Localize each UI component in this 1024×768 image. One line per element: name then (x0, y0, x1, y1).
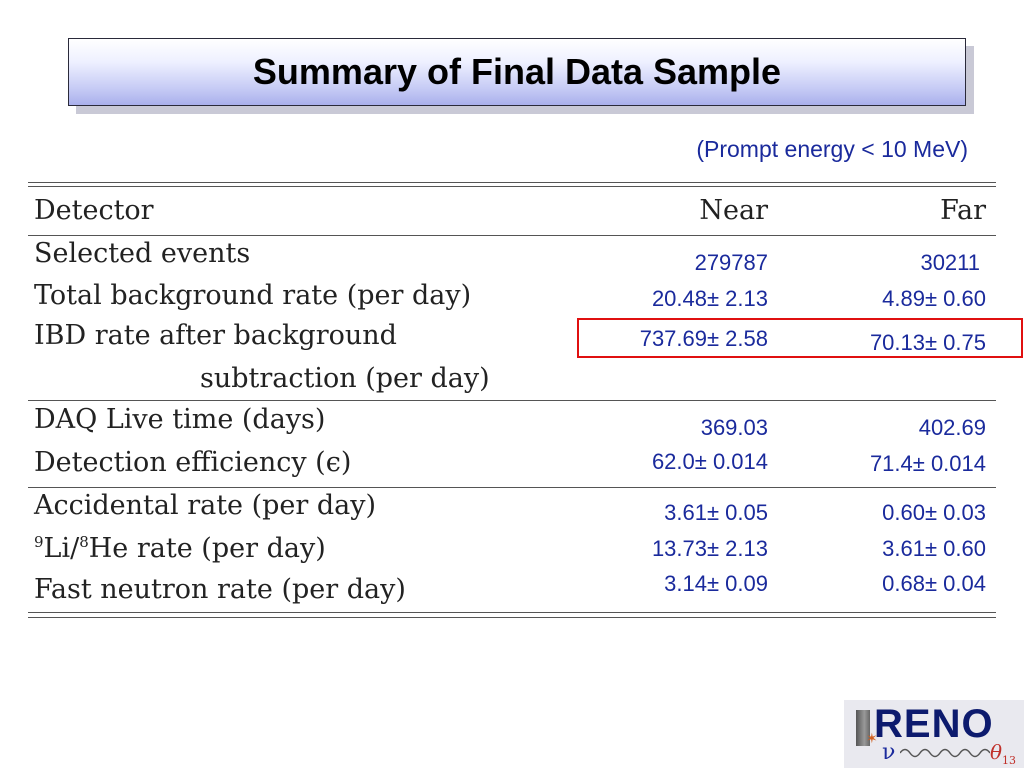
ibd-rate-highlight-box (577, 318, 1023, 358)
far-total-background: 4.89± 0.60 (882, 286, 986, 311)
near-accidental-rate: 3.61± 0.05 (664, 500, 768, 525)
far-detection-efficiency: 71.4± 0.014 (869, 451, 986, 476)
far-selected-events: 30211 (920, 250, 980, 275)
logo-pillar-icon (856, 710, 870, 746)
title-banner: Summary of Final Data Sample (68, 38, 966, 106)
table-bottom-rule-1 (28, 612, 996, 613)
slide-subtitle: (Prompt energy < 10 MeV) (696, 136, 968, 162)
table-group-rule-1 (28, 400, 996, 401)
table-group-rule-2 (28, 487, 996, 488)
slide-title: Summary of Final Data Sample (252, 51, 782, 92)
far-daq-live-time: 402.69 (918, 415, 986, 440)
near-li-he-rate: 13.73± 2.13 (651, 536, 768, 561)
oscillation-wave-icon (900, 748, 990, 758)
he-text: He rate (per day) (88, 533, 326, 564)
header-far: Far (940, 195, 986, 226)
far-li-he-rate: 3.61± 0.60 (882, 536, 986, 561)
row-label-ibd-rate: IBD rate after background (34, 320, 397, 351)
logo-theta-letter: θ (990, 740, 1003, 764)
row-label-li-he-rate: 9Li/8He rate (per day) (34, 533, 326, 564)
logo-theta-symbol: θ13 (990, 742, 1016, 766)
near-daq-live-time: 369.03 (700, 415, 768, 440)
near-fast-neutron-rate: 3.14± 0.09 (664, 571, 768, 596)
logo-star-icon: ✶ (866, 730, 878, 746)
he-mass-number: 8 (79, 533, 89, 551)
table-bottom-rule-2 (28, 617, 996, 618)
li-mass-number: 9 (34, 533, 44, 551)
row-label-daq-live-time: DAQ Live time (days) (34, 404, 326, 435)
table-top-rule-1 (28, 182, 996, 183)
reno-logo: ✶ RENO ν θ13 (844, 700, 1024, 768)
row-label-total-background: Total background rate (per day) (34, 280, 472, 311)
logo-nu-symbol: ν (882, 740, 896, 765)
logo-text: RENO (874, 702, 994, 746)
far-fast-neutron-rate: 0.68± 0.04 (882, 571, 986, 596)
logo-theta-subscript: 13 (1002, 754, 1017, 767)
near-ibd-rate: 737.69± 2.58 (639, 326, 768, 351)
near-total-background: 20.48± 2.13 (651, 286, 768, 311)
row-label-accidental-rate: Accidental rate (per day) (34, 490, 377, 521)
header-near: Near (699, 195, 768, 226)
table-header-rule (28, 235, 996, 236)
row-label-detection-efficiency: Detection efficiency (ϵ) (34, 447, 352, 478)
far-accidental-rate: 0.60± 0.03 (882, 500, 986, 525)
header-detector: Detector (34, 195, 154, 226)
far-ibd-rate: 70.13± 0.75 (869, 330, 986, 355)
li-text: Li/ (43, 533, 80, 564)
row-label-selected-events: Selected events (34, 238, 251, 269)
row-label-fast-neutron-rate: Fast neutron rate (per day) (34, 574, 406, 605)
near-detection-efficiency: 62.0± 0.014 (651, 449, 768, 474)
table-top-rule-2 (28, 186, 996, 187)
row-label-ibd-rate-cont: subtraction (per day) (200, 363, 490, 394)
near-selected-events: 279787 (694, 250, 768, 275)
